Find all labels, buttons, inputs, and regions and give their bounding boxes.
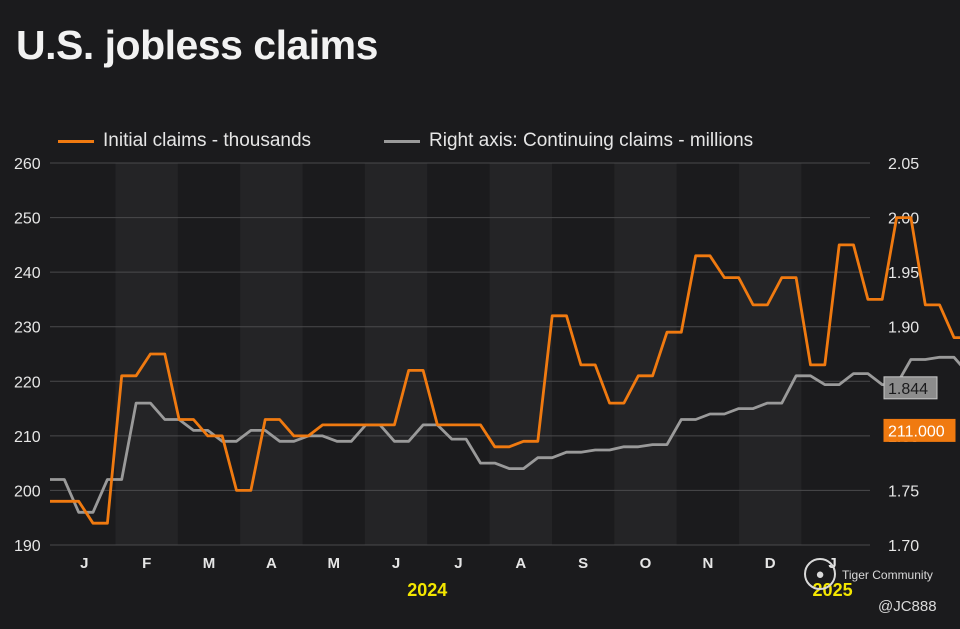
month-band [739,163,802,545]
left-axis-tick-label: 250 [14,211,41,228]
continuing-last-value-tag-box [883,376,938,400]
chart-legend: Initial claims - thousands Right axis: C… [58,130,960,154]
x-axis-month-label: N [702,555,713,572]
x-axis-month-label: M [203,555,216,572]
x-axis-month-label: O [640,555,652,572]
watermark-name: Tiger Community [842,568,933,582]
legend-item-continuing-claims: Right axis: Continuing claims - millions [384,130,753,152]
x-axis-month-label: D [765,555,776,572]
right-axis-tick-label: 1.95 [888,265,919,282]
x-axis-month-label: A [266,555,277,572]
initial-claims-line [50,216,960,525]
x-axis-year-label: 2024 [407,580,447,600]
month-band [364,163,428,545]
initial-last-value-tag-text: 211.000 [888,423,945,440]
left-axis-tick-label: 220 [14,374,41,391]
x-axis-month-label: F [142,555,151,572]
tiger-logo-icon: ● [804,558,836,590]
legend-swatch-continuing [384,139,420,143]
left-axis-tick-label: 210 [14,429,41,446]
watermark-handle: @JC888 [878,598,937,615]
right-axis-tick-label: 2.05 [888,156,919,173]
chart-title: U.S. jobless claims [16,22,378,68]
right-axis-tick-label: 1.75 [888,483,919,500]
x-axis-month-label: J [454,555,462,572]
x-axis-month-label: J [80,555,88,572]
month-band [489,163,552,545]
right-axis-tick-label: 1.70 [888,538,919,555]
right-axis-tick-label: 1.90 [888,320,919,337]
right-axis-tick-label: 2.00 [888,211,919,228]
left-axis-tick-label: 260 [14,156,41,173]
continuing-last-value-tag: 1.844 [883,376,938,400]
initial-last-value-tag-box [883,418,956,442]
continuing-last-value-tag-text: 1.844 [888,381,928,398]
left-axis-tick-label: 190 [14,538,41,555]
initial-last-value-tag: 211.000 [883,418,956,442]
x-axis-month-label: M [327,555,340,572]
legend-item-initial-claims: Initial claims - thousands [58,130,311,152]
left-axis-tick-label: 200 [14,483,41,500]
watermark: ● Tiger Community @JC888 [804,558,954,618]
x-axis-month-label: J [392,555,400,572]
month-band [115,163,178,545]
continuing-claims-line [50,355,960,514]
legend-label-continuing: Right axis: Continuing claims - millions [429,130,754,151]
legend-label-initial: Initial claims - thousands [103,130,312,151]
legend-swatch-initial [58,139,94,143]
month-band [614,163,677,545]
left-axis-tick-label: 230 [14,320,41,337]
month-band [240,163,303,545]
left-axis-tick-label: 240 [14,265,41,282]
x-axis-month-label: S [578,555,588,572]
x-axis-month-label: A [515,555,526,572]
